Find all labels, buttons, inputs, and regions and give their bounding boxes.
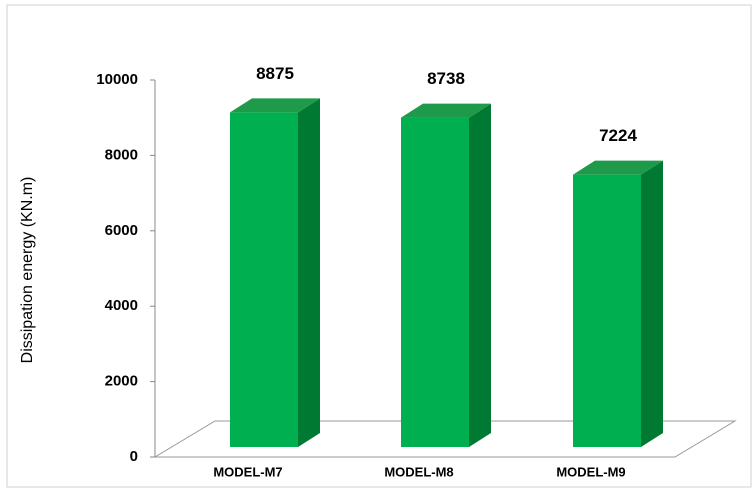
y-tick-label: 0	[130, 448, 138, 465]
bar	[573, 174, 641, 447]
bar-top	[573, 160, 663, 175]
data-label: 8738	[427, 69, 465, 88]
data-label: 8875	[256, 64, 294, 83]
bar-side	[641, 160, 663, 447]
bar	[230, 112, 298, 447]
bar-top	[230, 98, 320, 113]
x-tick-label: MODEL-M9	[556, 464, 625, 479]
data-label: 7224	[599, 126, 637, 145]
y-tick-label: 6000	[105, 222, 138, 239]
y-axis-label: Dissipation energy (KN.m)	[19, 177, 36, 364]
x-tick-label: MODEL-M8	[384, 464, 453, 479]
bar	[401, 117, 469, 448]
x-tick-label: MODEL-M7	[213, 464, 282, 479]
bar-top	[401, 103, 491, 118]
y-tick-label: 4000	[105, 297, 138, 314]
bar-side	[469, 103, 491, 448]
y-tick-label: 10000	[96, 71, 138, 88]
chart-border	[6, 4, 752, 488]
y-tick-label: 8000	[105, 146, 138, 163]
y-tick-label: 2000	[105, 373, 138, 390]
bar-side	[298, 98, 320, 447]
